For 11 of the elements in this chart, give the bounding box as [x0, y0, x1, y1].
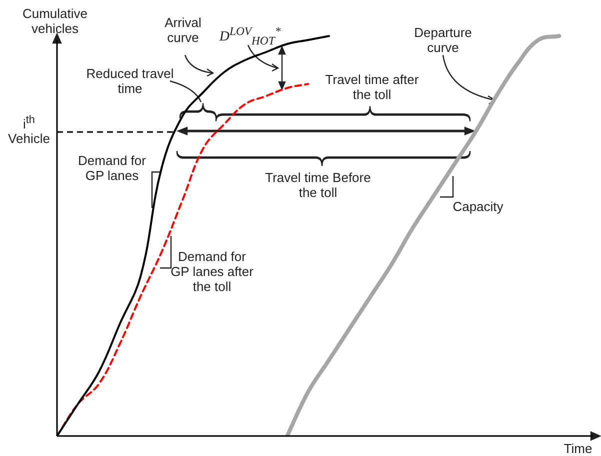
annotation: Demand for GP lanes after the toll — [170, 249, 254, 294]
annotation: Arrival curve — [164, 15, 202, 45]
x-axis-title: Time — [562, 441, 594, 456]
annotation: Travel time Before the toll — [264, 170, 372, 200]
ref-line-label: i$^{th}$ Vehicle — [7, 113, 51, 146]
annotation: Demand for GP lanes — [77, 153, 147, 183]
annotation: Travel time after the toll — [324, 72, 420, 102]
annotation: Departure curve — [413, 25, 473, 55]
annotation: Capacity — [452, 199, 504, 214]
y-axis-title: Cumulative vehicles — [21, 6, 89, 36]
annotation: Reduced travel time — [85, 66, 175, 96]
